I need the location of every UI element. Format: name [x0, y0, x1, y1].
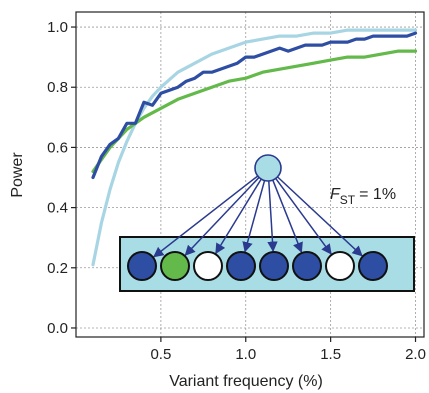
arrow	[275, 178, 332, 255]
arrow	[242, 180, 266, 253]
sample-circle	[226, 251, 256, 281]
series-lines	[91, 28, 418, 267]
y-tick-label: 0.2	[47, 260, 68, 277]
fst-value: = 1%	[359, 186, 396, 203]
arrow	[272, 179, 303, 254]
series-line-0	[91, 31, 418, 180]
arrow	[276, 176, 363, 257]
x-tick-label: 0.5	[150, 346, 171, 363]
series-line-2	[91, 28, 418, 267]
ancestor-node	[254, 154, 282, 182]
axis-ticks: 0.5 1.0 1.5 2.0 0.0 0.2 0.4 0.6 0.8 1.0	[47, 19, 426, 363]
y-tick-label: 0.0	[47, 320, 68, 337]
plot-frame	[75, 11, 425, 338]
y-axis-label: Power	[9, 152, 26, 198]
x-tick-label: 2.0	[405, 346, 426, 363]
x-axis-label: Variant frequency (%)	[169, 373, 323, 390]
sample-circle	[259, 251, 289, 281]
y-tick-label: 0.8	[47, 79, 68, 96]
arrow	[215, 178, 262, 255]
arrow	[184, 176, 260, 256]
y-tick-label: 1.0	[47, 19, 68, 36]
sample-circles	[127, 251, 388, 281]
fst-symbol: F	[330, 186, 341, 203]
arrow	[267, 180, 278, 253]
x-tick-label: 1.5	[320, 346, 341, 363]
fst-subscript: ST	[340, 193, 356, 207]
fst-annotation: FST = 1%	[330, 186, 396, 207]
y-tick-label: 0.6	[47, 139, 68, 156]
sample-circle	[325, 251, 355, 281]
population-diagram	[119, 154, 415, 292]
sample-circle	[160, 251, 190, 281]
x-tick-label: 1.0	[235, 346, 256, 363]
sample-circle	[358, 251, 388, 281]
y-tick-label: 0.4	[47, 200, 68, 217]
series-line-1	[91, 49, 418, 174]
arrows	[153, 175, 363, 258]
sample-circle	[193, 251, 223, 281]
sample-circle	[292, 251, 322, 281]
arrow	[153, 175, 259, 258]
sample-circle	[127, 251, 157, 281]
